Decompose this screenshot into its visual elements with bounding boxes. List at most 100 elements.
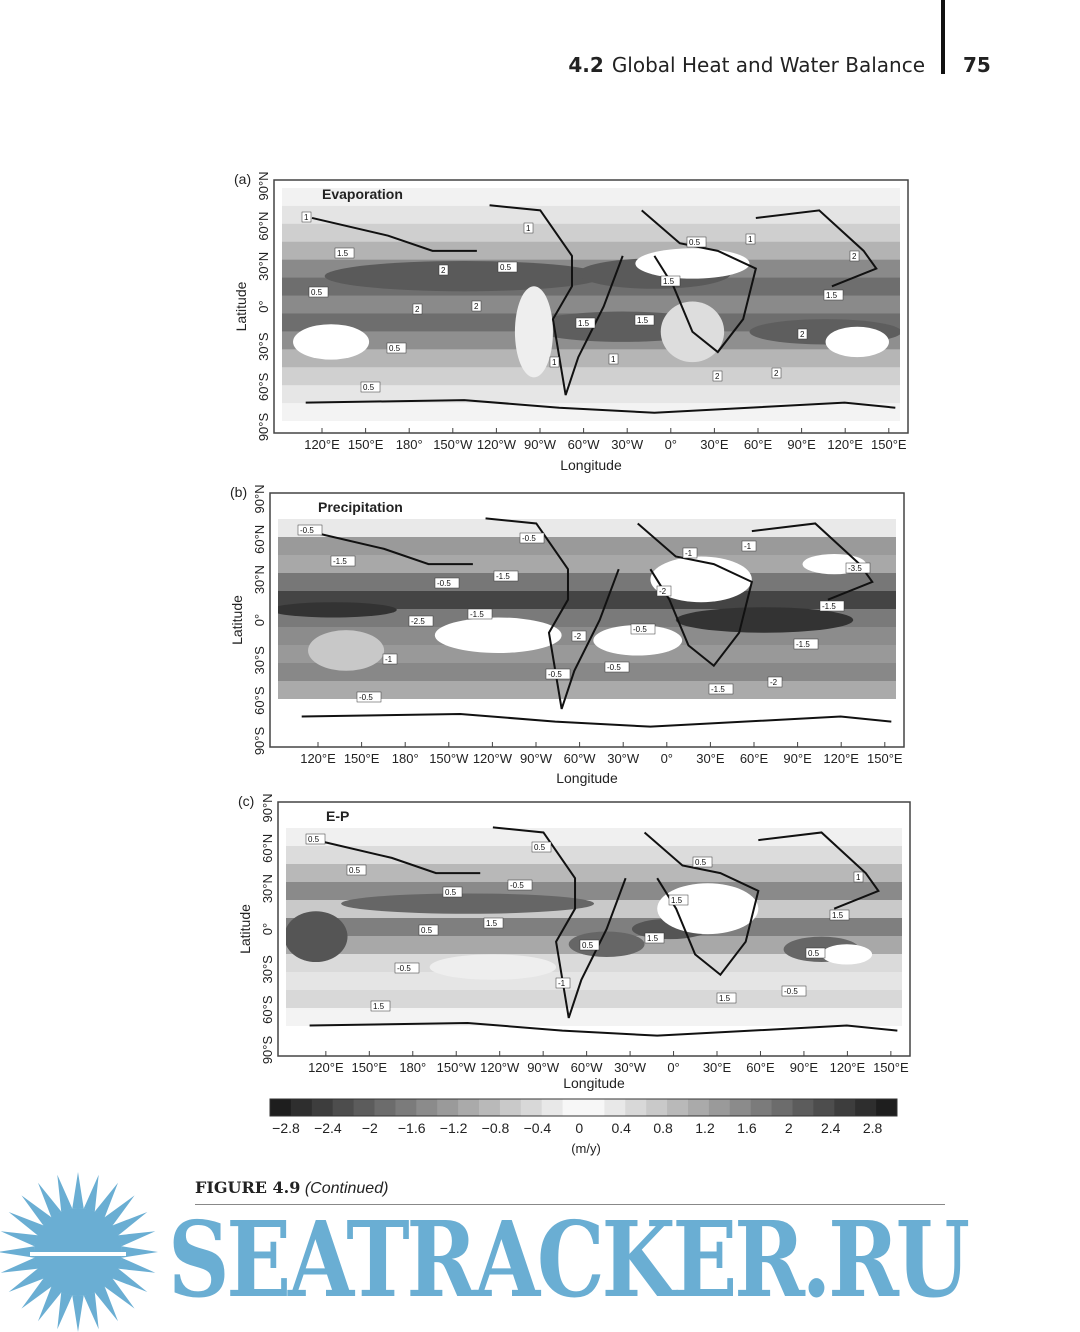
contour-label-box (608, 353, 619, 365)
contour-label: 0.5 (389, 344, 401, 353)
lat-tick-label: 60°N (260, 834, 275, 863)
panel-letter: (c) (238, 793, 254, 809)
lon-tick-label: 150°W (433, 437, 473, 452)
lon-tick-label: 180° (392, 751, 419, 766)
colorbar-segment (562, 1099, 584, 1116)
caption-text: (Continued) (304, 1180, 389, 1197)
colorbar-segment (583, 1099, 605, 1116)
coastline (485, 517, 620, 710)
shading-band (282, 241, 900, 261)
shading-band (282, 403, 900, 421)
contour-label-box (767, 676, 783, 688)
map-panel-e-p: 0.5 0.5 0.5 1.5 1 0.5 -1 0.5 1.5 -0.5 0.5 1.5 0.5 1.5… (237, 793, 911, 1091)
lat-tick-label: 60°S (260, 995, 275, 1024)
contour-label: 1.5 (832, 911, 844, 920)
shading-region (650, 556, 752, 603)
colorbar-tick-label: 2.8 (863, 1120, 883, 1136)
contour-label: 1 (748, 235, 753, 244)
contour-label: 1.5 (671, 896, 683, 905)
contour-label: -0.5 (633, 625, 647, 634)
lon-tick-label: 90°E (783, 751, 812, 766)
contour-label: 0.5 (421, 926, 433, 935)
shading-band (278, 501, 896, 520)
map-frame (269, 492, 905, 748)
colorbar-tick-label: −2.4 (314, 1120, 342, 1136)
shading-band (286, 864, 902, 883)
contour-label: 2 (715, 372, 720, 381)
lon-tick-label: 30°W (614, 1060, 647, 1075)
contour-label-box (360, 381, 381, 393)
colorbar-unit: (m/y) (571, 1141, 601, 1156)
contour-label-box (805, 947, 826, 959)
colorbar-tick-label: 1.2 (695, 1120, 715, 1136)
colorbar-segment (290, 1099, 313, 1116)
contour-label-box (575, 317, 596, 329)
contour-label: 2 (852, 252, 857, 261)
contour-label-box (819, 600, 845, 612)
contour-label: -2 (770, 678, 778, 687)
coastline (309, 1021, 898, 1037)
lon-tick-label: 90°W (527, 1060, 560, 1075)
running-head: 4.2 Global Heat and Water Balance (568, 53, 925, 77)
contour-label-box (493, 570, 519, 582)
lon-tick-label: 60°E (740, 751, 769, 766)
contour-label-box (771, 367, 782, 379)
lon-tick-label: 120°W (480, 1060, 520, 1075)
lon-tick-label: 150°E (348, 437, 384, 452)
colorbar-segment (667, 1099, 689, 1116)
contour-label: 2 (415, 305, 420, 314)
lon-tick-label: 90°W (524, 437, 557, 452)
contour-label: 0.5 (500, 263, 512, 272)
contour-label: -0.5 (510, 881, 524, 890)
colorbar-segment (270, 1099, 292, 1116)
contour-label-box (408, 615, 434, 627)
lon-tick-label: 0° (661, 751, 673, 766)
shading-band (286, 828, 902, 847)
contour-label: -0.5 (522, 534, 536, 543)
contour-label: 1 (526, 224, 531, 233)
contour-label-box (793, 638, 819, 650)
contour-label: 1.5 (486, 919, 498, 928)
lon-tick-label: 120°E (830, 1060, 866, 1075)
shading-region (429, 954, 557, 980)
contour-label-box (442, 886, 463, 898)
coastline (307, 530, 473, 566)
contour-label-box (346, 864, 367, 876)
lat-tick-label: 90°S (252, 727, 267, 756)
lon-tick-label: 120°E (823, 751, 859, 766)
contour-label-box (394, 962, 420, 974)
shading-band (286, 846, 902, 865)
lon-tick-label: 150°E (873, 1060, 909, 1075)
lat-tick-label: 30°N (260, 874, 275, 903)
contour-label: 1.5 (578, 319, 590, 328)
shading-region (286, 911, 348, 963)
shading-band (278, 681, 896, 700)
lon-tick-label: 30°W (607, 751, 640, 766)
contour-label: 0.5 (349, 866, 361, 875)
lat-tick-label: 60°S (256, 372, 271, 401)
map-frame (273, 179, 909, 434)
contour-label-box (660, 275, 681, 287)
contour-label: 2 (474, 302, 479, 311)
contour-label-box (545, 668, 571, 680)
contour-label: -1.5 (822, 602, 836, 611)
contour-label: 1 (304, 213, 309, 222)
header-rule (941, 0, 945, 74)
lat-tick-label: 0° (260, 923, 275, 935)
colorbar-tick-label: −2.8 (272, 1120, 300, 1136)
lon-tick-label: 60°W (571, 1060, 604, 1075)
contour-label: -1 (558, 979, 566, 988)
coastline (643, 831, 760, 977)
contour-label: 1.5 (663, 277, 675, 286)
contour-label-box (829, 909, 850, 921)
lon-tick-label: 120°W (477, 437, 517, 452)
shading-region (514, 286, 553, 378)
y-axis-label: Latitude (233, 281, 249, 331)
contour-label: 0.5 (689, 238, 701, 247)
shading-band (286, 810, 902, 829)
contour-label: -1 (685, 549, 693, 558)
figure-4-9: 121.522210.51.50.511.520.50.51.521.52110… (229, 171, 911, 1156)
lon-tick-label: 30°E (703, 1060, 732, 1075)
contour-label: 2 (774, 369, 779, 378)
lat-tick-label: 30°N (252, 565, 267, 594)
